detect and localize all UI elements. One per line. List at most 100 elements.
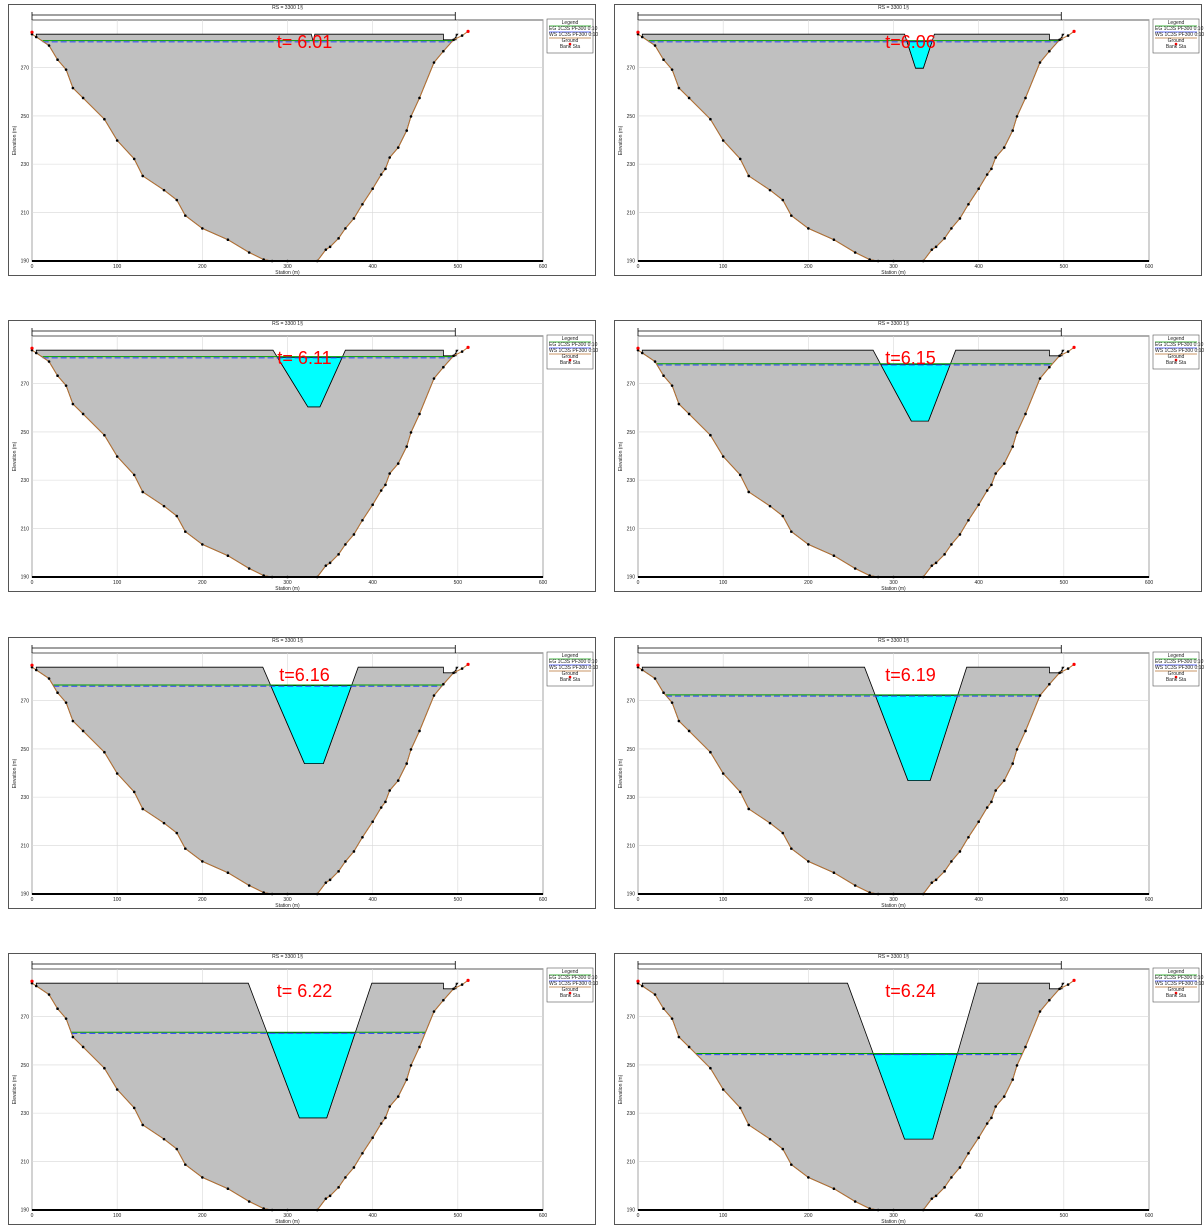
- ground-point: [670, 701, 674, 704]
- ground-point: [990, 483, 993, 487]
- y-tick-label: 230: [21, 162, 30, 168]
- x-tick-label: 200: [804, 264, 813, 270]
- x-tick-label: 200: [198, 897, 207, 903]
- ground-point: [103, 1066, 106, 1070]
- ground-point: [337, 870, 340, 873]
- ground-point: [442, 998, 445, 1002]
- ground-point: [337, 553, 340, 556]
- ground-point: [930, 248, 934, 251]
- ground-point: [352, 217, 356, 220]
- ground-point: [388, 472, 392, 475]
- ground-point: [747, 807, 751, 811]
- ground-point: [721, 1088, 725, 1091]
- cross-section-panel: 0 100 200 300 400 500 600 190 210 230 250 270 RS = 3…: [614, 953, 1204, 1225]
- legend-title: Legend: [1168, 20, 1185, 26]
- legend-item: Bank Sta: [1166, 44, 1187, 50]
- ground-point: [379, 806, 383, 809]
- ground-point: [662, 374, 665, 377]
- ground-point: [47, 360, 51, 363]
- ground-point: [967, 202, 970, 206]
- cross-section-panel: 0 100 200 300 400 500 600 190 210 230 250 270 RS = 3…: [8, 637, 598, 909]
- ground-point: [985, 173, 989, 176]
- legend-item: Bank Sta: [560, 360, 581, 366]
- x-tick-label: 0: [637, 580, 640, 586]
- ground-point: [396, 462, 400, 465]
- x-tick-label: 200: [198, 264, 207, 270]
- x-axis-label: Station (m): [881, 586, 906, 592]
- y-tick-label: 190: [21, 575, 30, 581]
- time-label: t=6.06: [885, 32, 936, 52]
- y-tick-label: 210: [21, 210, 30, 216]
- ground-point: [184, 1163, 187, 1166]
- ground-point: [950, 860, 953, 863]
- ground-point: [934, 878, 938, 882]
- ground-point: [977, 1136, 980, 1139]
- y-tick-label: 230: [21, 1111, 30, 1117]
- legend-item: EG 1C3S PF300 0:10: [549, 659, 598, 665]
- ground-point: [670, 68, 674, 71]
- ground-point: [337, 1186, 340, 1189]
- y-tick-label: 250: [21, 747, 30, 753]
- water-in-breach: [276, 356, 343, 408]
- water-in-breach: [872, 1053, 958, 1140]
- x-axis-label: Station (m): [275, 1219, 300, 1225]
- bank-station-right: [1072, 345, 1076, 349]
- time-label: t=6.16: [279, 665, 330, 685]
- y-axis-label: Elevation (m): [618, 1074, 624, 1104]
- ground-point: [1038, 1010, 1042, 1013]
- bank-station-right: [1072, 29, 1076, 33]
- x-tick-label: 400: [368, 1213, 377, 1219]
- ground-point: [396, 146, 400, 149]
- y-axis-label: Elevation (m): [12, 1074, 18, 1104]
- y-tick-label: 250: [627, 747, 636, 753]
- ground-point: [853, 251, 857, 254]
- y-tick-label: 190: [21, 892, 30, 898]
- ground-point: [405, 129, 409, 132]
- ground-point: [790, 1163, 793, 1166]
- ground-point: [418, 96, 421, 100]
- ground-point: [1015, 115, 1019, 118]
- legend-item: WS 1C3S PF300 0:10: [549, 348, 598, 354]
- legend-swatch: [568, 675, 572, 679]
- ground-point: [442, 682, 445, 686]
- ground-point: [56, 691, 59, 694]
- y-tick-label: 250: [21, 114, 30, 120]
- ground-point: [640, 351, 644, 355]
- bank-station-left: [30, 30, 34, 34]
- ground-point: [721, 772, 725, 775]
- ground-point: [670, 1017, 674, 1020]
- ground-point: [662, 58, 665, 61]
- ground-point: [56, 1007, 59, 1010]
- ground-point: [432, 61, 436, 64]
- y-tick-label: 230: [627, 1111, 636, 1117]
- ground-point: [379, 489, 383, 492]
- y-tick-label: 190: [627, 259, 636, 265]
- water-in-breach: [266, 1032, 356, 1119]
- ground-point: [747, 1123, 751, 1127]
- legend-item: EG 1C3S PF300 0:10: [1155, 659, 1204, 665]
- y-tick-label: 250: [21, 1063, 30, 1069]
- water-in-breach: [270, 685, 353, 764]
- y-tick-label: 210: [627, 843, 636, 849]
- bank-station-left: [30, 979, 34, 983]
- ground-point: [1048, 365, 1051, 369]
- legend-item: Ground: [562, 354, 579, 360]
- ground-point: [409, 748, 413, 751]
- ground-point: [384, 167, 387, 171]
- x-tick-label: 400: [974, 264, 983, 270]
- legend-item: Ground: [562, 987, 579, 993]
- ground-point: [958, 217, 962, 220]
- ground-point: [47, 44, 51, 47]
- ground-point: [175, 1147, 179, 1151]
- time-label: t= 6.11: [277, 348, 331, 368]
- ground-point: [853, 884, 857, 887]
- ground-point: [405, 1078, 409, 1081]
- bank-station-right: [466, 978, 470, 982]
- legend-swatch: [1174, 358, 1178, 362]
- ground-point: [328, 878, 332, 882]
- ground-point: [328, 1194, 332, 1198]
- ground-point: [653, 993, 657, 996]
- x-tick-label: 200: [804, 580, 813, 586]
